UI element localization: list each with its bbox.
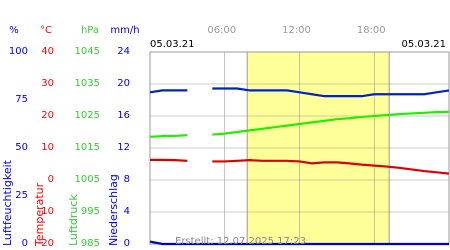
series-line	[149, 87, 450, 98]
y-tick-label: 0	[124, 238, 130, 249]
series-line	[149, 240, 449, 246]
footer: Erstellt: 12.07.2025 17:23	[175, 236, 306, 247]
axis-unit: %	[9, 25, 19, 36]
y-tick-label: 8	[124, 174, 130, 185]
y-tick-label: 50	[15, 142, 28, 153]
axis-unit: hPa	[81, 25, 99, 36]
y-tick-label: 25	[15, 190, 28, 201]
y-tick-label: 1015	[75, 142, 100, 153]
y-tick-label: 1005	[75, 174, 100, 185]
y-tick-label: 1045	[75, 46, 100, 57]
y-tick-label: 1035	[75, 78, 100, 89]
y-tick-label: 75	[15, 94, 28, 105]
axis-title: Luftdruck	[67, 194, 80, 246]
series-line	[150, 158, 450, 175]
y-tick-label: 995	[81, 206, 100, 217]
axis-unit: °C	[40, 25, 52, 36]
y-tick-label: -10	[38, 206, 54, 217]
y-tick-label: 100	[9, 46, 28, 57]
axis-title: Temperatur	[33, 182, 46, 247]
y-tick-label: 4	[124, 206, 130, 217]
y-tick-label: 40	[41, 46, 54, 57]
y-tick-label: 30	[41, 78, 54, 89]
x-tick-label: 12:00	[282, 25, 311, 36]
series-line	[149, 110, 450, 138]
y-tick-label: 20	[41, 110, 54, 121]
y-tick-label: 10	[41, 142, 54, 153]
x-tick-label: 06:00	[207, 25, 236, 36]
y-tick-label: 985	[81, 238, 100, 249]
axis-title: Luftfeuchtigkeit	[1, 159, 14, 246]
y-tick-label: 0	[48, 174, 54, 185]
y-tick-label: 16	[117, 110, 130, 121]
axis-title: Niederschlag	[107, 174, 120, 246]
date: 05.03.21	[150, 39, 195, 50]
y-tick-label: 1025	[75, 110, 100, 121]
y-tick-label: 24	[117, 46, 130, 57]
axis-unit: mm/h	[110, 25, 139, 36]
y-tick-label: 20	[117, 78, 130, 89]
x-tick-label: 18:00	[357, 25, 386, 36]
date: 05.03.21	[401, 39, 446, 50]
y-tick-label: -20	[38, 238, 54, 249]
y-tick-label: 12	[117, 142, 130, 153]
y-tick-label: 0	[22, 238, 28, 249]
